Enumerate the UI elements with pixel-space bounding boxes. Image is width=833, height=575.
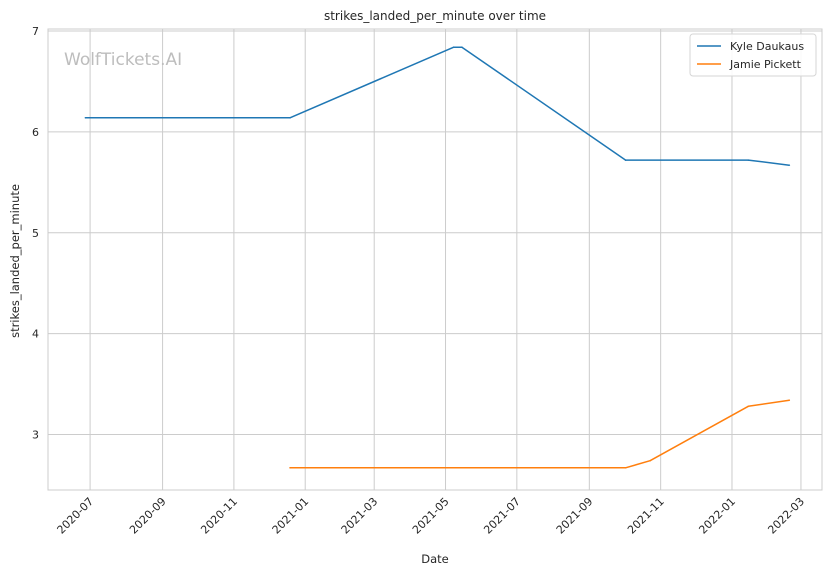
y-axis: 3 4 5 6 7 bbox=[32, 25, 39, 442]
plot-frame bbox=[47, 28, 823, 491]
legend-label: Kyle Daukaus bbox=[730, 40, 804, 53]
data-point bbox=[289, 116, 291, 119]
y-tick-label: 3 bbox=[32, 429, 39, 442]
x-axis-title: Date bbox=[421, 552, 449, 566]
y-tick-label: 5 bbox=[32, 227, 39, 240]
data-point bbox=[788, 164, 791, 166]
chart-title: strikes_landed_per_minute over time bbox=[324, 9, 546, 23]
y-axis-title: strikes_landed_per_minute bbox=[8, 184, 22, 338]
data-point bbox=[84, 116, 87, 119]
data-point bbox=[452, 46, 455, 48]
data-point bbox=[747, 405, 750, 408]
data-point bbox=[624, 159, 627, 161]
y-tick-label: 6 bbox=[32, 126, 39, 139]
y-tick-label: 4 bbox=[32, 328, 39, 341]
grid-lines bbox=[48, 29, 822, 490]
data-point bbox=[649, 459, 651, 462]
data-point bbox=[289, 467, 291, 469]
y-tick-label: 7 bbox=[32, 25, 39, 38]
data-point bbox=[788, 399, 791, 402]
data-point bbox=[461, 46, 463, 48]
data-point bbox=[624, 467, 627, 469]
legend: Kyle Daukaus Jamie Pickett bbox=[689, 33, 817, 77]
series-lines bbox=[84, 46, 791, 469]
legend-box bbox=[689, 33, 817, 77]
watermark-text: WolfTickets.AI bbox=[64, 50, 182, 70]
legend-label: Jamie Pickett bbox=[729, 58, 802, 71]
data-point bbox=[747, 159, 750, 161]
